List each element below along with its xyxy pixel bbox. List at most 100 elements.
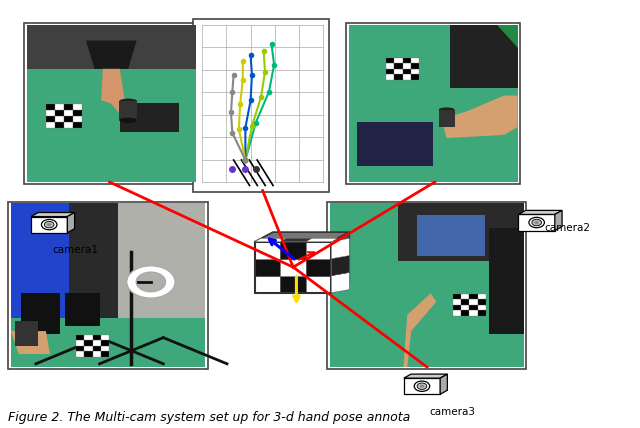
Polygon shape — [306, 238, 337, 242]
Bar — [255, 276, 280, 293]
Bar — [453, 294, 461, 299]
Polygon shape — [101, 69, 132, 116]
Bar — [461, 294, 470, 299]
Polygon shape — [404, 378, 440, 394]
Bar — [20, 294, 60, 334]
Circle shape — [529, 217, 545, 228]
Bar — [11, 203, 69, 338]
Bar — [453, 299, 461, 305]
Bar — [76, 335, 84, 340]
Polygon shape — [31, 217, 67, 233]
Bar — [306, 276, 332, 293]
Bar — [280, 242, 306, 259]
Bar — [411, 74, 419, 80]
Bar — [349, 25, 518, 182]
Bar — [255, 242, 332, 293]
Circle shape — [44, 221, 54, 228]
Bar — [69, 203, 118, 338]
Circle shape — [420, 385, 424, 388]
Bar — [15, 321, 38, 346]
Polygon shape — [555, 211, 562, 231]
Bar — [93, 346, 101, 351]
Bar — [55, 104, 64, 110]
Bar — [386, 74, 394, 80]
Polygon shape — [255, 232, 349, 242]
Bar — [330, 203, 524, 367]
Bar — [386, 69, 394, 74]
Circle shape — [47, 223, 51, 226]
Bar — [394, 74, 403, 80]
Bar — [306, 242, 332, 259]
Bar — [470, 294, 478, 299]
Polygon shape — [497, 25, 518, 48]
Bar — [453, 310, 461, 316]
Bar — [101, 351, 109, 357]
Bar — [306, 259, 332, 276]
Polygon shape — [255, 238, 287, 242]
Polygon shape — [255, 238, 287, 242]
Text: camera2: camera2 — [544, 223, 590, 233]
Bar — [461, 310, 470, 316]
Bar — [55, 116, 64, 122]
Bar — [397, 203, 524, 261]
Bar — [55, 110, 64, 116]
Bar — [489, 228, 524, 334]
Bar — [101, 340, 109, 346]
Bar — [101, 346, 109, 351]
Bar — [84, 351, 93, 357]
Bar — [461, 299, 470, 305]
Bar — [84, 335, 93, 340]
FancyBboxPatch shape — [8, 202, 208, 369]
Bar — [46, 104, 55, 110]
Polygon shape — [404, 374, 447, 378]
FancyBboxPatch shape — [193, 19, 329, 192]
Bar — [255, 259, 280, 276]
Polygon shape — [440, 374, 447, 394]
Bar — [64, 116, 73, 122]
Polygon shape — [332, 256, 349, 276]
Polygon shape — [332, 256, 349, 276]
Circle shape — [414, 381, 429, 391]
Bar — [196, 21, 326, 190]
Bar — [403, 69, 411, 74]
Bar — [411, 58, 419, 63]
Bar — [93, 335, 101, 340]
Ellipse shape — [119, 118, 137, 123]
Bar — [11, 203, 205, 367]
Bar — [73, 110, 82, 116]
Bar — [403, 74, 411, 80]
Bar — [64, 110, 73, 116]
Bar — [65, 294, 100, 326]
Bar — [73, 104, 82, 110]
FancyBboxPatch shape — [346, 23, 520, 184]
Bar — [478, 294, 486, 299]
Bar — [403, 63, 411, 69]
Bar — [73, 122, 82, 128]
Polygon shape — [332, 273, 349, 293]
Polygon shape — [31, 213, 75, 217]
Polygon shape — [518, 214, 555, 231]
Polygon shape — [11, 331, 50, 354]
FancyBboxPatch shape — [327, 202, 527, 369]
Polygon shape — [67, 213, 75, 233]
Bar — [76, 351, 84, 357]
Bar — [64, 104, 73, 110]
Polygon shape — [255, 238, 287, 242]
Bar — [386, 58, 394, 63]
Bar — [478, 305, 486, 310]
Bar — [439, 110, 455, 127]
Bar — [357, 122, 433, 166]
Polygon shape — [332, 238, 349, 259]
Circle shape — [532, 219, 541, 226]
Circle shape — [42, 220, 57, 230]
Polygon shape — [332, 238, 349, 259]
Polygon shape — [306, 238, 337, 242]
Bar — [73, 116, 82, 122]
Text: camera3: camera3 — [429, 407, 476, 416]
Bar — [27, 25, 196, 182]
Bar — [394, 69, 403, 74]
Bar — [84, 346, 93, 351]
Bar — [478, 299, 486, 305]
Polygon shape — [86, 41, 136, 69]
Polygon shape — [332, 232, 349, 293]
